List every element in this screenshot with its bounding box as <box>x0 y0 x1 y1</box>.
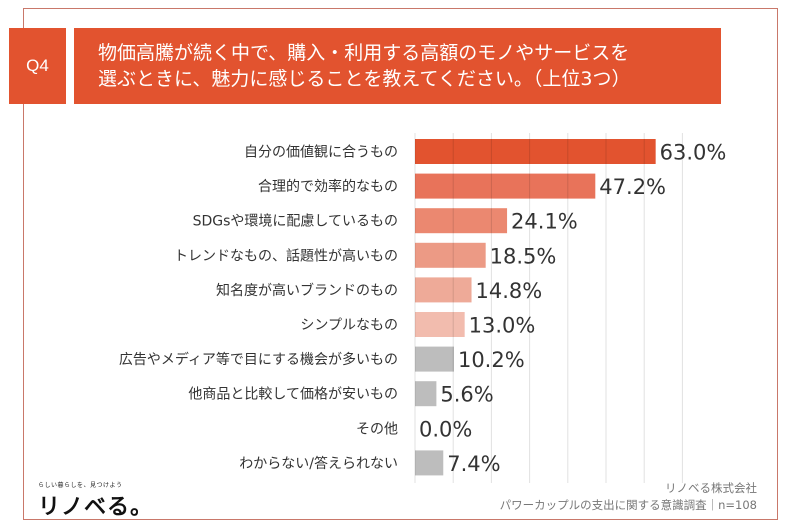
brand-tagline: らしい暮らしを、見つけよう <box>38 482 123 489</box>
value-labels: 63.0% 47.2% 24.1% 18.5% 14.8% 13.0% 10.2% 5.6% 0… <box>419 141 726 476</box>
bar <box>415 139 656 164</box>
category-label: 合理的で効率的なもの <box>258 178 398 195</box>
gridlines <box>414 133 683 483</box>
question-title-line-1: 物価高騰が続く中で、購入・利用する高額のモノやサービスを <box>98 42 630 64</box>
value-label: 24.1% <box>511 210 578 234</box>
bar <box>415 277 472 303</box>
value-label: 47.2% <box>599 175 666 199</box>
bar <box>415 312 465 337</box>
source-footer: リノベる株式会社 パワーカップルの支出に関する意識調査｜n=108 <box>500 480 757 514</box>
bars <box>415 139 656 476</box>
value-label: 63.0% <box>660 141 727 165</box>
value-label: 13.0% <box>469 314 536 338</box>
value-label: 10.2% <box>458 348 525 372</box>
category-label: 広告やメディア等で目にする機会が多いもの <box>119 351 398 368</box>
question-title-line-2: 選ぶときに、魅力に感じることを教えてください。（上位3つ） <box>98 68 631 90</box>
bar <box>415 208 508 234</box>
category-label: シンプルなもの <box>300 318 398 334</box>
category-label: 自分の価値観に合うもの <box>244 144 398 161</box>
category-label: SDGsや環境に配慮しているもの <box>193 214 398 230</box>
bar <box>415 346 454 372</box>
bar <box>415 450 444 476</box>
source-company: リノベる株式会社 <box>665 481 757 495</box>
question-number-badge: Q4 <box>9 28 66 104</box>
bar <box>415 242 486 268</box>
category-label: わからない/答えられない <box>239 455 398 472</box>
value-label: 5.6% <box>440 383 493 407</box>
brand-name: リノベる。 <box>38 495 154 520</box>
category-label: トレンドなもの、話題性が高いもの <box>174 247 398 264</box>
value-label: 7.4% <box>447 452 500 476</box>
source-survey: パワーカップルの支出に関する意識調査｜n=108 <box>499 498 757 512</box>
bar <box>415 173 596 199</box>
category-label: 他商品と比較して価格が安いもの <box>188 387 398 403</box>
value-label: 18.5% <box>490 244 557 268</box>
brand-logo: らしい暮らしを、見つけよう リノベる。 <box>38 480 153 521</box>
bar <box>415 381 437 407</box>
category-label: 知名度が高いブランドのもの <box>216 282 398 299</box>
value-label: 0.0% <box>419 417 472 441</box>
category-label: その他 <box>356 421 398 437</box>
question-title-box: 物価高騰が続く中で、購入・利用する高額のモノやサービスを 選ぶときに、魅力に感じ… <box>74 28 721 104</box>
value-label: 14.8% <box>476 279 543 303</box>
question-number: Q4 <box>26 56 49 75</box>
